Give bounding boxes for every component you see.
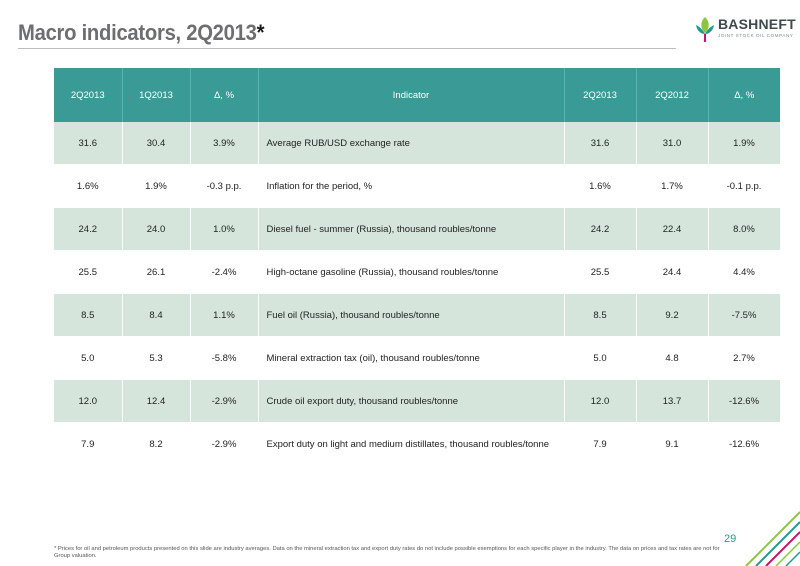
table-cell: 8.5 bbox=[564, 293, 637, 337]
table-cell: 1.9% bbox=[708, 122, 781, 165]
indicator-cell: Inflation for the period, % bbox=[258, 164, 565, 208]
table-cell: 30.4 bbox=[122, 122, 191, 165]
table-cell: -0.1 p.p. bbox=[708, 164, 781, 208]
page-number: 29 bbox=[724, 533, 737, 545]
footnote: * Prices for oil and petroleum products … bbox=[54, 546, 720, 560]
table-cell: 4.4% bbox=[708, 250, 781, 294]
table-cell: 1.9% bbox=[122, 164, 191, 208]
table-cell: -0.3 p.p. bbox=[190, 164, 259, 208]
table-cell: 24.2 bbox=[564, 207, 637, 251]
macro-indicators-table: 2Q2013 1Q2013 Δ, % Indicator 2Q2013 2Q20… bbox=[54, 68, 781, 466]
table-cell: 31.6 bbox=[564, 122, 637, 165]
table-cell: 5.3 bbox=[122, 336, 191, 380]
table-cell: 22.4 bbox=[636, 207, 709, 251]
indicator-cell: Average RUB/USD exchange rate bbox=[258, 122, 565, 165]
title-divider bbox=[18, 48, 676, 49]
table-cell: 7.9 bbox=[54, 422, 123, 466]
table-cell: -2.9% bbox=[190, 379, 259, 423]
bashneft-logo: BASHNEFT JOINT STOCK OIL COMPANY bbox=[694, 14, 796, 46]
table-cell: 8.4 bbox=[122, 293, 191, 337]
table-cell: 1.6% bbox=[54, 164, 123, 208]
table-cell: 24.4 bbox=[636, 250, 709, 294]
col-header-indicator: Indicator bbox=[258, 68, 565, 122]
table-cell: 1.0% bbox=[190, 207, 259, 251]
table-cell: 8.0% bbox=[708, 207, 781, 251]
table-row: 25.5 26.1 -2.4% High-octane gasoline (Ru… bbox=[54, 250, 781, 294]
slide-title: Macro indicators, 2Q2013* bbox=[18, 20, 265, 46]
table-cell: -2.9% bbox=[190, 422, 259, 466]
slide-title-text: Macro indicators, 2Q2013 bbox=[18, 20, 257, 45]
table-cell: 8.5 bbox=[54, 293, 123, 337]
indicator-cell: Export duty on light and medium distilla… bbox=[258, 422, 565, 466]
indicator-cell: Crude oil export duty, thousand roubles/… bbox=[258, 379, 565, 423]
table-cell: 5.0 bbox=[564, 336, 637, 380]
table-row: 1.6% 1.9% -0.3 p.p. Inflation for the pe… bbox=[54, 164, 781, 208]
table-cell: 31.6 bbox=[54, 122, 123, 165]
table-cell: 5.0 bbox=[54, 336, 123, 380]
col-header-delta-yoy: Δ, % bbox=[708, 68, 780, 122]
table-cell: 1.6% bbox=[564, 164, 637, 208]
table-cell: 13.7 bbox=[636, 379, 709, 423]
table-row: 31.6 30.4 3.9% Average RUB/USD exchange … bbox=[54, 122, 781, 165]
col-header-2q2013-right: 2Q2013 bbox=[564, 68, 637, 122]
table-cell: 3.9% bbox=[190, 122, 259, 165]
table-cell: 26.1 bbox=[122, 250, 191, 294]
table-cell: 12.0 bbox=[54, 379, 123, 423]
bashneft-logo-icon bbox=[696, 17, 714, 42]
table-cell: 12.0 bbox=[564, 379, 637, 423]
table-row: 8.5 8.4 1.1% Fuel oil (Russia), thousand… bbox=[54, 293, 781, 337]
col-header-2q2013-left: 2Q2013 bbox=[54, 68, 123, 122]
table-cell: 12.4 bbox=[122, 379, 191, 423]
table-cell: 1.1% bbox=[190, 293, 259, 337]
table-cell: 24.2 bbox=[54, 207, 123, 251]
table-row: 24.2 24.0 1.0% Diesel fuel - summer (Rus… bbox=[54, 207, 781, 251]
table-cell: 8.2 bbox=[122, 422, 191, 466]
table-cell: -7.5% bbox=[708, 293, 781, 337]
table-cell: 9.2 bbox=[636, 293, 709, 337]
col-header-2q2012: 2Q2012 bbox=[636, 68, 709, 122]
col-header-delta-qoq: Δ, % bbox=[190, 68, 259, 122]
table-cell: 2.7% bbox=[708, 336, 781, 380]
table-cell: 4.8 bbox=[636, 336, 709, 380]
table-cell: -12.6% bbox=[708, 422, 781, 466]
indicator-cell: Diesel fuel - summer (Russia), thousand … bbox=[258, 207, 565, 251]
table-cell: 1.7% bbox=[636, 164, 709, 208]
logo-name: BASHNEFT bbox=[718, 16, 796, 32]
table-cell: 9.1 bbox=[636, 422, 709, 466]
table-cell: 31.0 bbox=[636, 122, 709, 165]
table-row: 7.9 8.2 -2.9% Export duty on light and m… bbox=[54, 422, 781, 466]
corner-stripes-decoration bbox=[745, 511, 800, 566]
table-header-row: 2Q2013 1Q2013 Δ, % Indicator 2Q2013 2Q20… bbox=[54, 68, 780, 122]
table-cell: -12.6% bbox=[708, 379, 781, 423]
title-footnote-mark: * bbox=[256, 20, 265, 45]
indicator-cell: Mineral extraction tax (oil), thousand r… bbox=[258, 336, 565, 380]
table-row: 12.0 12.4 -2.9% Crude oil export duty, t… bbox=[54, 379, 781, 423]
table-cell: 7.9 bbox=[564, 422, 637, 466]
table-cell: -5.8% bbox=[190, 336, 259, 380]
indicator-cell: High-octane gasoline (Russia), thousand … bbox=[258, 250, 565, 294]
logo-subtitle: JOINT STOCK OIL COMPANY bbox=[718, 33, 794, 38]
table-cell: -2.4% bbox=[190, 250, 259, 294]
table-cell: 24.0 bbox=[122, 207, 191, 251]
table-row: 5.0 5.3 -5.8% Mineral extraction tax (oi… bbox=[54, 336, 781, 380]
col-header-1q2013: 1Q2013 bbox=[122, 68, 191, 122]
table-cell: 25.5 bbox=[54, 250, 123, 294]
indicator-cell: Fuel oil (Russia), thousand roubles/tonn… bbox=[258, 293, 565, 337]
table-cell: 25.5 bbox=[564, 250, 637, 294]
